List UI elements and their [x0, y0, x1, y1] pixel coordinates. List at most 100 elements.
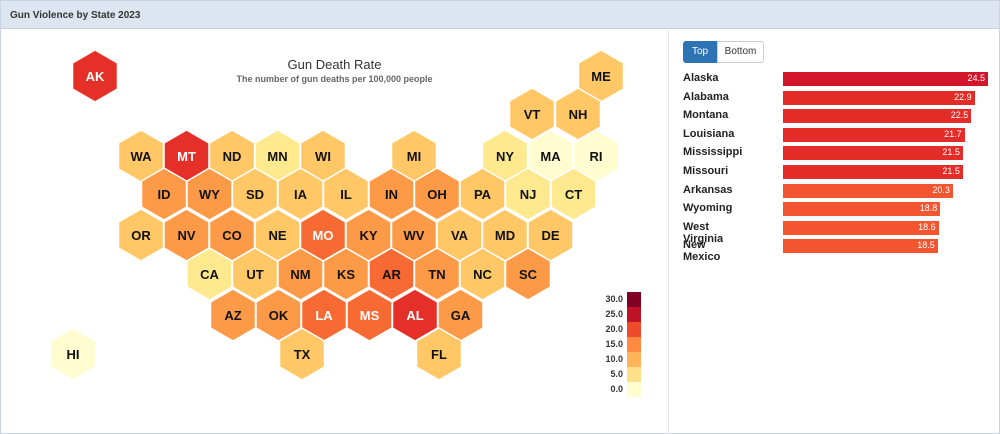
- state-hex-shape[interactable]: [278, 327, 326, 381]
- state-hex-label: DE: [541, 228, 559, 243]
- state-hex-me[interactable]: ME: [577, 49, 625, 103]
- state-hex-shape[interactable]: [550, 167, 597, 221]
- state-hex-label: TN: [428, 267, 445, 282]
- bar-category-label: Alabama: [683, 90, 729, 103]
- state-hex-label: OH: [427, 187, 447, 202]
- state-hex-shape[interactable]: [504, 247, 552, 301]
- state-hex-label: LA: [315, 308, 333, 323]
- legend-tick-label: 15.0: [605, 339, 623, 349]
- state-hex-ut[interactable]: UT: [231, 247, 279, 301]
- state-hex-co[interactable]: CO: [208, 208, 256, 262]
- state-hex-label: GA: [451, 308, 471, 323]
- state-hex-label: AK: [86, 69, 105, 84]
- legend-tick-label: 0.0: [610, 384, 623, 394]
- state-hex-label: IN: [385, 187, 398, 202]
- state-hex-label: MO: [313, 228, 334, 243]
- state-hex-label: UT: [246, 267, 263, 282]
- state-hex-ak[interactable]: AK: [71, 49, 119, 103]
- bar-alaska[interactable]: 24.5: [783, 72, 988, 86]
- state-hex-wy[interactable]: WY: [186, 167, 233, 221]
- state-hex-de[interactable]: DE: [527, 208, 574, 262]
- state-hex-sd[interactable]: SD: [231, 167, 279, 221]
- state-hex-label: SC: [519, 267, 538, 282]
- state-hex-shape[interactable]: [415, 327, 463, 381]
- state-hex-ks[interactable]: KS: [322, 247, 370, 301]
- state-hex-label: CA: [200, 267, 219, 282]
- bar-category-label: Montana: [683, 109, 729, 122]
- state-hex-ky[interactable]: KY: [345, 208, 392, 262]
- bar-category-label: Wyoming: [683, 202, 733, 215]
- top-toggle-button[interactable]: Top: [683, 41, 717, 63]
- bar-mississippi[interactable]: 21.5: [783, 146, 963, 161]
- state-hex-label: NC: [473, 267, 492, 282]
- state-hex-ri[interactable]: RI: [572, 129, 620, 183]
- state-hex-label: NV: [177, 228, 195, 243]
- state-hex-sc[interactable]: SC: [504, 247, 552, 301]
- bar-value-label: 21.5: [942, 147, 960, 158]
- bar-west-virginia[interactable]: 18.6: [783, 220, 939, 235]
- state-hex-label: MS: [360, 308, 380, 323]
- state-hex-label: AL: [406, 308, 423, 323]
- state-hex-or[interactable]: OR: [117, 208, 165, 262]
- state-hex-label: MI: [407, 149, 421, 164]
- state-hex-label: KS: [337, 267, 355, 282]
- state-hex-label: WI: [315, 149, 331, 164]
- state-hex-ia[interactable]: IA: [277, 167, 324, 221]
- bar-category-label: New Mexico: [683, 239, 721, 264]
- state-hex-label: NJ: [520, 187, 537, 202]
- state-hex-ok[interactable]: OK: [255, 288, 302, 342]
- bar-louisiana[interactable]: 21.7: [783, 127, 965, 142]
- state-hex-az[interactable]: AZ: [209, 288, 257, 342]
- state-hex-fl[interactable]: FL: [415, 327, 463, 381]
- state-hex-label: MT: [177, 149, 196, 164]
- bar-value-label: 18.5: [917, 240, 935, 251]
- state-hex-map: AK ME VT NH WA MT ND MN WI MI NY MA RI ID WY SD IA IL IN OH…: [49, 49, 625, 381]
- legend-swatch: [627, 307, 641, 322]
- bar-missouri[interactable]: 21.5: [783, 165, 963, 179]
- bar-category-label: Mississippi: [683, 146, 743, 159]
- legend-swatch: [627, 382, 641, 397]
- legend-swatch: [627, 352, 641, 367]
- state-hex-shape[interactable]: [49, 327, 97, 381]
- state-hex-in[interactable]: IN: [368, 167, 415, 221]
- state-hex-ma[interactable]: MA: [527, 129, 574, 183]
- bar-value-label: 21.5: [942, 166, 960, 176]
- state-hex-shape[interactable]: [71, 49, 119, 103]
- state-hex-nm[interactable]: NM: [277, 247, 324, 301]
- state-hex-wa[interactable]: WA: [117, 129, 165, 183]
- bar-montana[interactable]: 22.5: [783, 109, 972, 124]
- state-hex-mi[interactable]: MI: [390, 129, 438, 183]
- state-hex-tx[interactable]: TX: [278, 327, 326, 381]
- bar-wyoming[interactable]: 18.8: [783, 202, 941, 217]
- state-hex-ct[interactable]: CT: [550, 167, 597, 221]
- state-hex-label: ID: [158, 187, 171, 202]
- state-hex-hi[interactable]: HI: [49, 327, 97, 381]
- state-hex-label: WA: [131, 149, 153, 164]
- state-hex-label: OR: [131, 228, 151, 243]
- state-hex-label: WV: [404, 228, 425, 243]
- legend-swatch: [627, 337, 641, 352]
- state-hex-label: MN: [267, 149, 287, 164]
- state-hex-label: CT: [565, 187, 582, 202]
- bar-value-label: 21.7: [944, 128, 962, 139]
- legend-tick-label: 20.0: [605, 324, 623, 334]
- state-hex-label: VA: [451, 228, 469, 243]
- state-hex-al[interactable]: AL: [391, 288, 439, 342]
- state-hex-label: ME: [591, 69, 611, 84]
- state-hex-label: NH: [569, 107, 588, 122]
- state-hex-label: HI: [67, 347, 80, 362]
- state-hex-label: NY: [496, 149, 514, 164]
- bar-arkansas[interactable]: 20.3: [783, 183, 953, 198]
- state-hex-ar[interactable]: AR: [368, 247, 415, 301]
- state-hex-nd[interactable]: ND: [208, 129, 256, 183]
- bar-category-label: West Virginia: [683, 220, 724, 245]
- bar-alabama[interactable]: 22.9: [783, 90, 975, 105]
- map-subtitle: The number of gun deaths per 100,000 peo…: [236, 74, 433, 84]
- bar-new-mexico[interactable]: 18.5: [783, 239, 938, 254]
- bar-category-label: Missouri: [683, 165, 729, 177]
- state-hex-id[interactable]: ID: [140, 167, 188, 221]
- bottom-toggle-button[interactable]: Bottom: [717, 41, 764, 63]
- state-hex-label: VT: [524, 107, 541, 122]
- legend-tick-label: 25.0: [605, 309, 623, 319]
